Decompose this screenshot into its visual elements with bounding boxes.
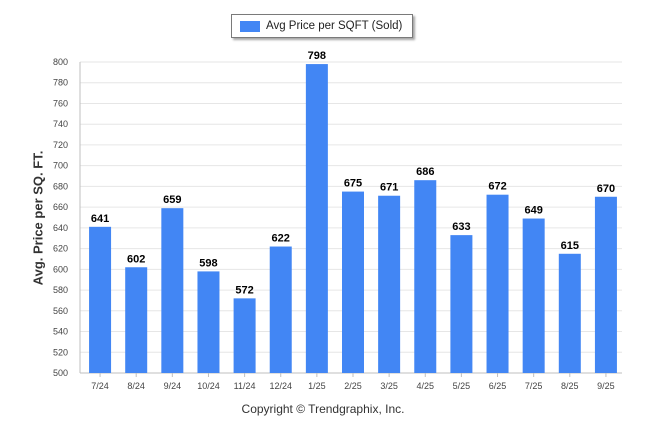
- data-label: 572: [235, 284, 253, 296]
- y-tick-label: 760: [53, 98, 68, 108]
- data-label: 798: [308, 50, 326, 62]
- y-tick-label: 600: [53, 264, 68, 274]
- y-axis-title: Avg. Price per SQ. FT.: [30, 150, 46, 286]
- bar: [89, 226, 112, 373]
- y-tick-label: 500: [53, 368, 68, 378]
- bar: [450, 235, 473, 373]
- y-tick-label: 540: [53, 327, 68, 337]
- legend[interactable]: Avg Price per SQFT (Sold): [231, 14, 413, 38]
- y-tick-label: 520: [53, 347, 68, 357]
- x-tick-label: 7/24: [91, 381, 109, 391]
- bar: [486, 194, 509, 373]
- y-tick-label: 700: [53, 161, 68, 171]
- y-tick-label: 560: [53, 306, 68, 316]
- x-tick-label: 9/25: [597, 381, 615, 391]
- data-label: 686: [416, 166, 434, 178]
- bar: [378, 195, 401, 373]
- legend-label: Avg Price per SQFT (Sold): [266, 20, 403, 32]
- data-label: 598: [199, 257, 217, 269]
- y-tick-label: 660: [53, 202, 68, 212]
- y-tick-label: 800: [53, 57, 68, 67]
- bar: [197, 271, 220, 373]
- y-tick-label: 780: [53, 78, 68, 88]
- x-tick-label: 5/25: [453, 381, 471, 391]
- x-tick-label: 6/25: [489, 381, 507, 391]
- y-tick-label: 680: [53, 181, 68, 191]
- x-tick-label: 3/25: [380, 381, 398, 391]
- y-tick-label: 620: [53, 244, 68, 254]
- bar: [414, 180, 437, 373]
- data-label: 675: [344, 178, 362, 190]
- bar: [522, 218, 545, 373]
- data-label: 670: [597, 183, 615, 195]
- bar: [125, 267, 148, 373]
- data-label: 672: [488, 181, 506, 193]
- x-tick-label: 8/25: [561, 381, 579, 391]
- data-label: 671: [380, 182, 398, 194]
- bar: [305, 64, 328, 373]
- x-tick-label: 10/24: [197, 381, 220, 391]
- data-label: 615: [561, 240, 579, 252]
- bar: [233, 298, 256, 373]
- y-tick-label: 740: [53, 119, 68, 129]
- y-tick-label: 640: [53, 223, 68, 233]
- data-label: 641: [91, 213, 109, 225]
- bar: [594, 196, 617, 373]
- data-label: 649: [524, 205, 542, 217]
- bar: [558, 253, 581, 373]
- x-tick-label: 8/24: [127, 381, 145, 391]
- x-tick-label: 9/24: [164, 381, 182, 391]
- y-tick-label: 580: [53, 285, 68, 295]
- x-tick-label: 11/24: [234, 381, 256, 391]
- bar: [269, 246, 292, 373]
- x-tick-label: 12/24: [269, 381, 292, 391]
- bar: [342, 191, 364, 373]
- x-tick-label: 1/25: [308, 381, 326, 391]
- data-label: 659: [163, 194, 181, 206]
- x-tick-label: 4/25: [417, 381, 435, 391]
- y-tick-label: 720: [53, 140, 68, 150]
- data-label: 633: [452, 221, 470, 233]
- data-label: 602: [127, 253, 145, 265]
- x-tick-label: 7/25: [525, 381, 543, 391]
- copyright-footer: Copyright © Trendgraphix, Inc.: [241, 402, 405, 416]
- legend-swatch: [240, 20, 260, 32]
- data-label: 622: [272, 233, 290, 245]
- bar: [161, 208, 184, 373]
- x-tick-label: 2/25: [344, 381, 362, 391]
